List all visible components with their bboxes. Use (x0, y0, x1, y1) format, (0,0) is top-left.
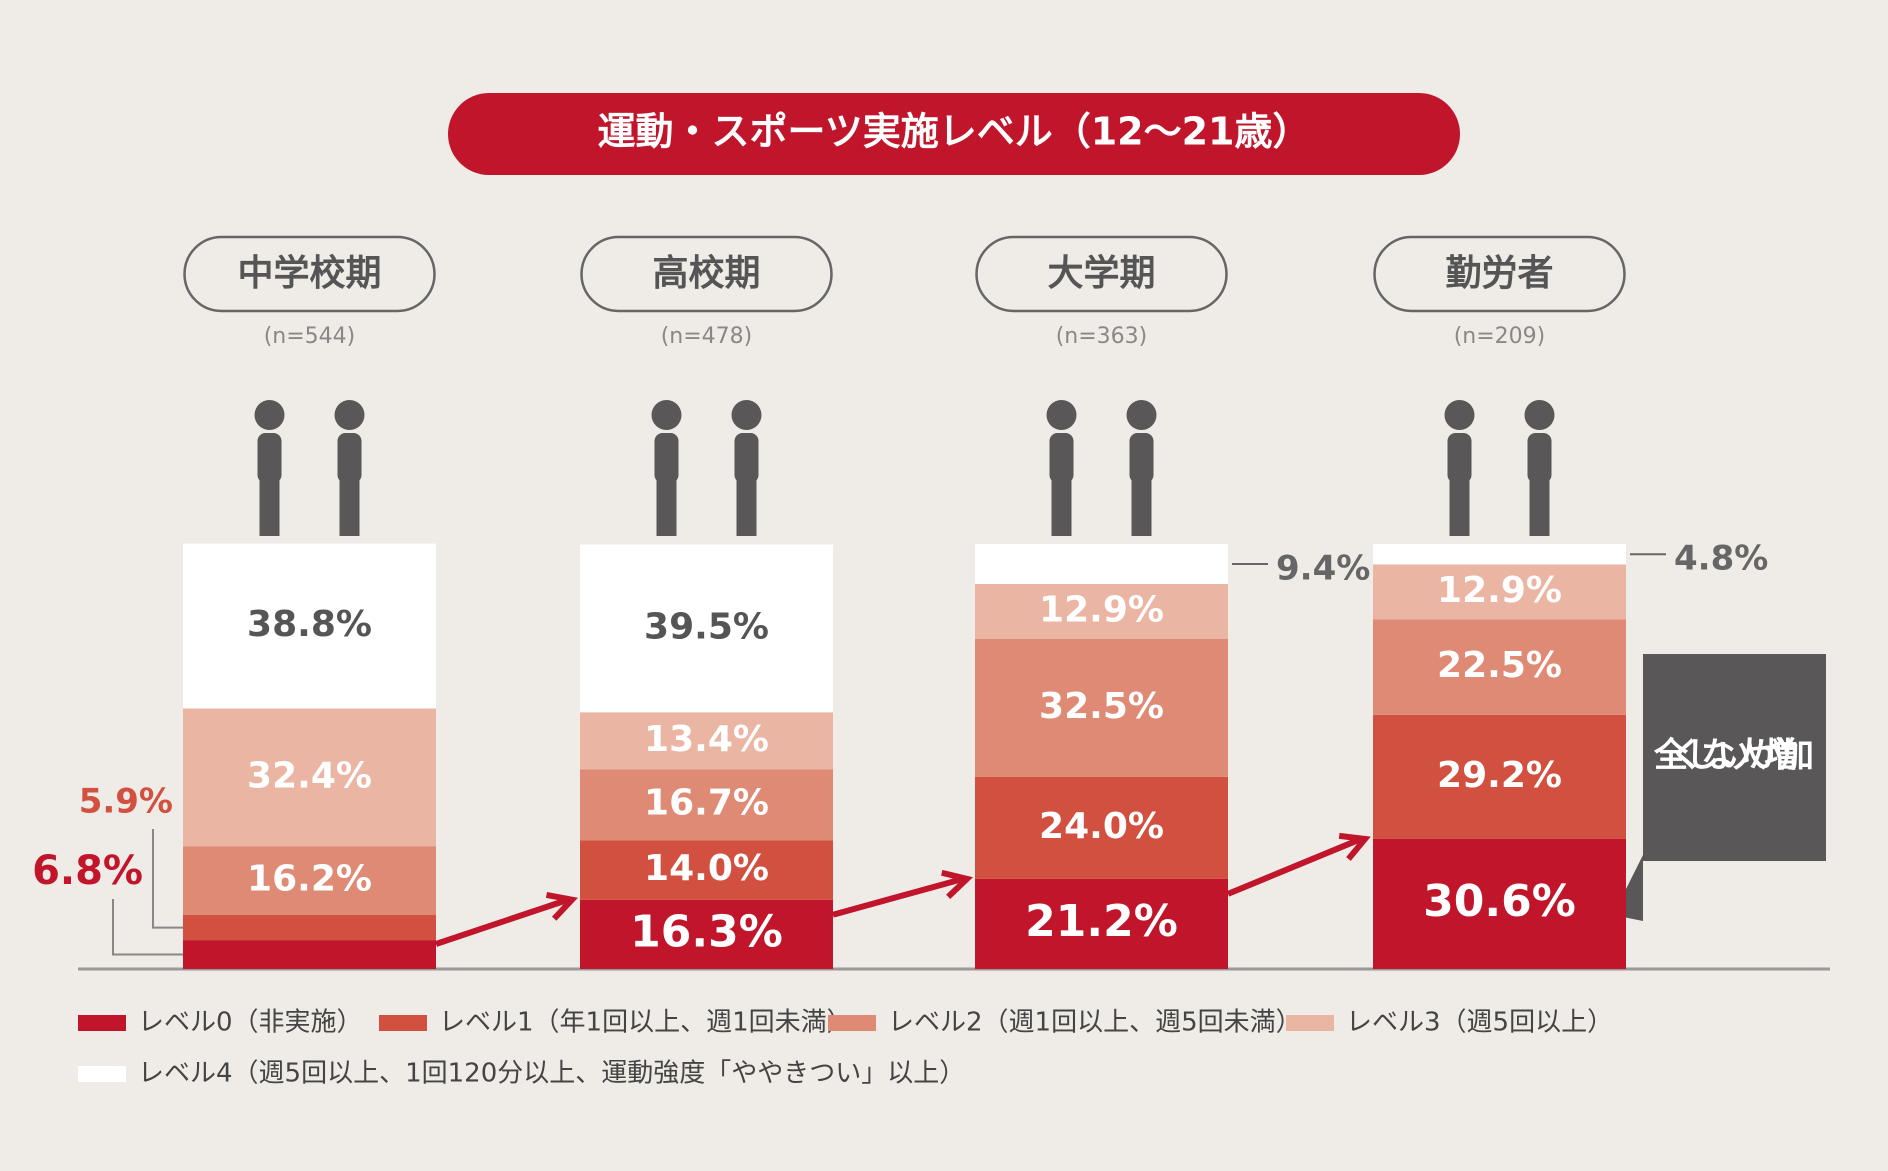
value-label: 16.2% (247, 859, 372, 900)
bar-segment (580, 840, 833, 900)
value-label: 30.6% (1423, 876, 1576, 927)
sample-size: (n=363) (1056, 324, 1148, 349)
value-label: 29.2% (1437, 755, 1562, 796)
arrow-head (941, 869, 974, 900)
legend-swatch (78, 1066, 126, 1082)
icon (656, 480, 677, 536)
callout-box (1613, 654, 1826, 921)
value-label: 32.5% (1039, 686, 1164, 727)
bar-segment (975, 544, 1228, 584)
icon (334, 400, 365, 430)
value-label: 6.8% (32, 848, 143, 894)
value-label: 16.3% (630, 906, 783, 957)
value-label: 14.0% (644, 848, 769, 889)
title-pill (448, 93, 1460, 175)
icon (1444, 400, 1475, 430)
bar-segment (1373, 544, 1626, 565)
icon (254, 400, 285, 430)
legend-label: レベル4（週5回以上、1回120分以上、運動強度「ややきつい」以上） (138, 1059, 965, 1089)
icon (1447, 433, 1472, 483)
legend-label: レベル0（非実施） (138, 1008, 363, 1038)
icon (651, 400, 682, 430)
value-label: 4.8% (1674, 539, 1768, 579)
icon (736, 480, 757, 536)
leader-line (112, 899, 183, 956)
value-label: 13.4% (644, 719, 769, 760)
icon (731, 400, 762, 430)
chart-title: 運動・スポーツ実施レベル（12〜21歳） (597, 110, 1310, 154)
arrow (832, 876, 964, 918)
icon (654, 433, 679, 483)
value-label: 12.9% (1039, 589, 1164, 630)
bar-segment (975, 638, 1228, 777)
arrow-head (545, 891, 578, 921)
bar-segment (975, 776, 1228, 879)
bar-segment (580, 712, 833, 770)
icon (1524, 400, 1555, 430)
category-pill (1373, 235, 1626, 313)
bar-segment (975, 878, 1228, 969)
callout-text: 全くしない人が増加 (1653, 736, 1814, 776)
icon (337, 433, 362, 483)
icon (259, 480, 280, 536)
icon (1527, 433, 1552, 483)
bar-segment (580, 544, 833, 713)
icon (1131, 480, 1152, 536)
bar-segment (183, 846, 436, 916)
bar-segment (580, 769, 833, 841)
value-label: 38.8% (247, 604, 372, 645)
icon (257, 433, 282, 483)
bar-segment (183, 940, 436, 969)
sample-size: (n=209) (1454, 324, 1546, 349)
category-label: 勤労者 (1445, 253, 1553, 294)
bar-segment (580, 899, 833, 969)
category-label: 高校期 (652, 253, 760, 294)
value-label: 5.9% (79, 782, 173, 822)
icon (1529, 480, 1550, 536)
category-pill (183, 235, 436, 313)
icon (734, 433, 759, 483)
bar-segment (1373, 838, 1626, 969)
category-label: 中学校期 (237, 252, 381, 294)
legend-swatch (1286, 1015, 1334, 1031)
category-pill (580, 235, 833, 313)
value-label: 16.7% (644, 783, 769, 824)
value-label: 12.9% (1437, 570, 1562, 611)
icon (1449, 480, 1470, 536)
icon (1129, 433, 1154, 483)
arrow (1226, 836, 1363, 897)
legend-swatch (828, 1015, 876, 1031)
icon (1126, 400, 1157, 430)
legend-label: レベル2（週1回以上、週5回未満） (888, 1008, 1302, 1038)
bar-segment (1373, 714, 1626, 839)
icon (1051, 480, 1072, 536)
arrow-head (1338, 832, 1371, 861)
bar-segment (975, 583, 1228, 639)
bar-segment (1373, 564, 1626, 620)
value-label: 22.5% (1437, 645, 1562, 686)
value-label: 9.4% (1276, 548, 1370, 588)
value-label: 39.5% (644, 606, 769, 647)
bar-segment (1373, 619, 1626, 715)
category-pill (975, 235, 1228, 313)
arrow (435, 896, 569, 947)
bar-segment (183, 915, 436, 941)
bar-segment (183, 543, 436, 709)
legend-label: レベル1（年1回以上、週1回未満） (439, 1008, 853, 1038)
value-label: 21.2% (1025, 896, 1178, 947)
icon (339, 480, 360, 536)
value-label: 32.4% (247, 755, 372, 796)
icon (1049, 433, 1074, 483)
bar-segment (183, 708, 436, 847)
sample-size: (n=478) (661, 324, 753, 349)
legend-swatch (379, 1015, 427, 1031)
icon (1046, 400, 1077, 430)
sample-size: (n=544) (264, 324, 356, 349)
legend-label: レベル3（週5回以上） (1346, 1008, 1613, 1038)
legend-swatch (78, 1015, 126, 1031)
value-label: 24.0% (1039, 806, 1164, 847)
leader-line (152, 829, 183, 929)
category-label: 大学期 (1047, 252, 1155, 294)
